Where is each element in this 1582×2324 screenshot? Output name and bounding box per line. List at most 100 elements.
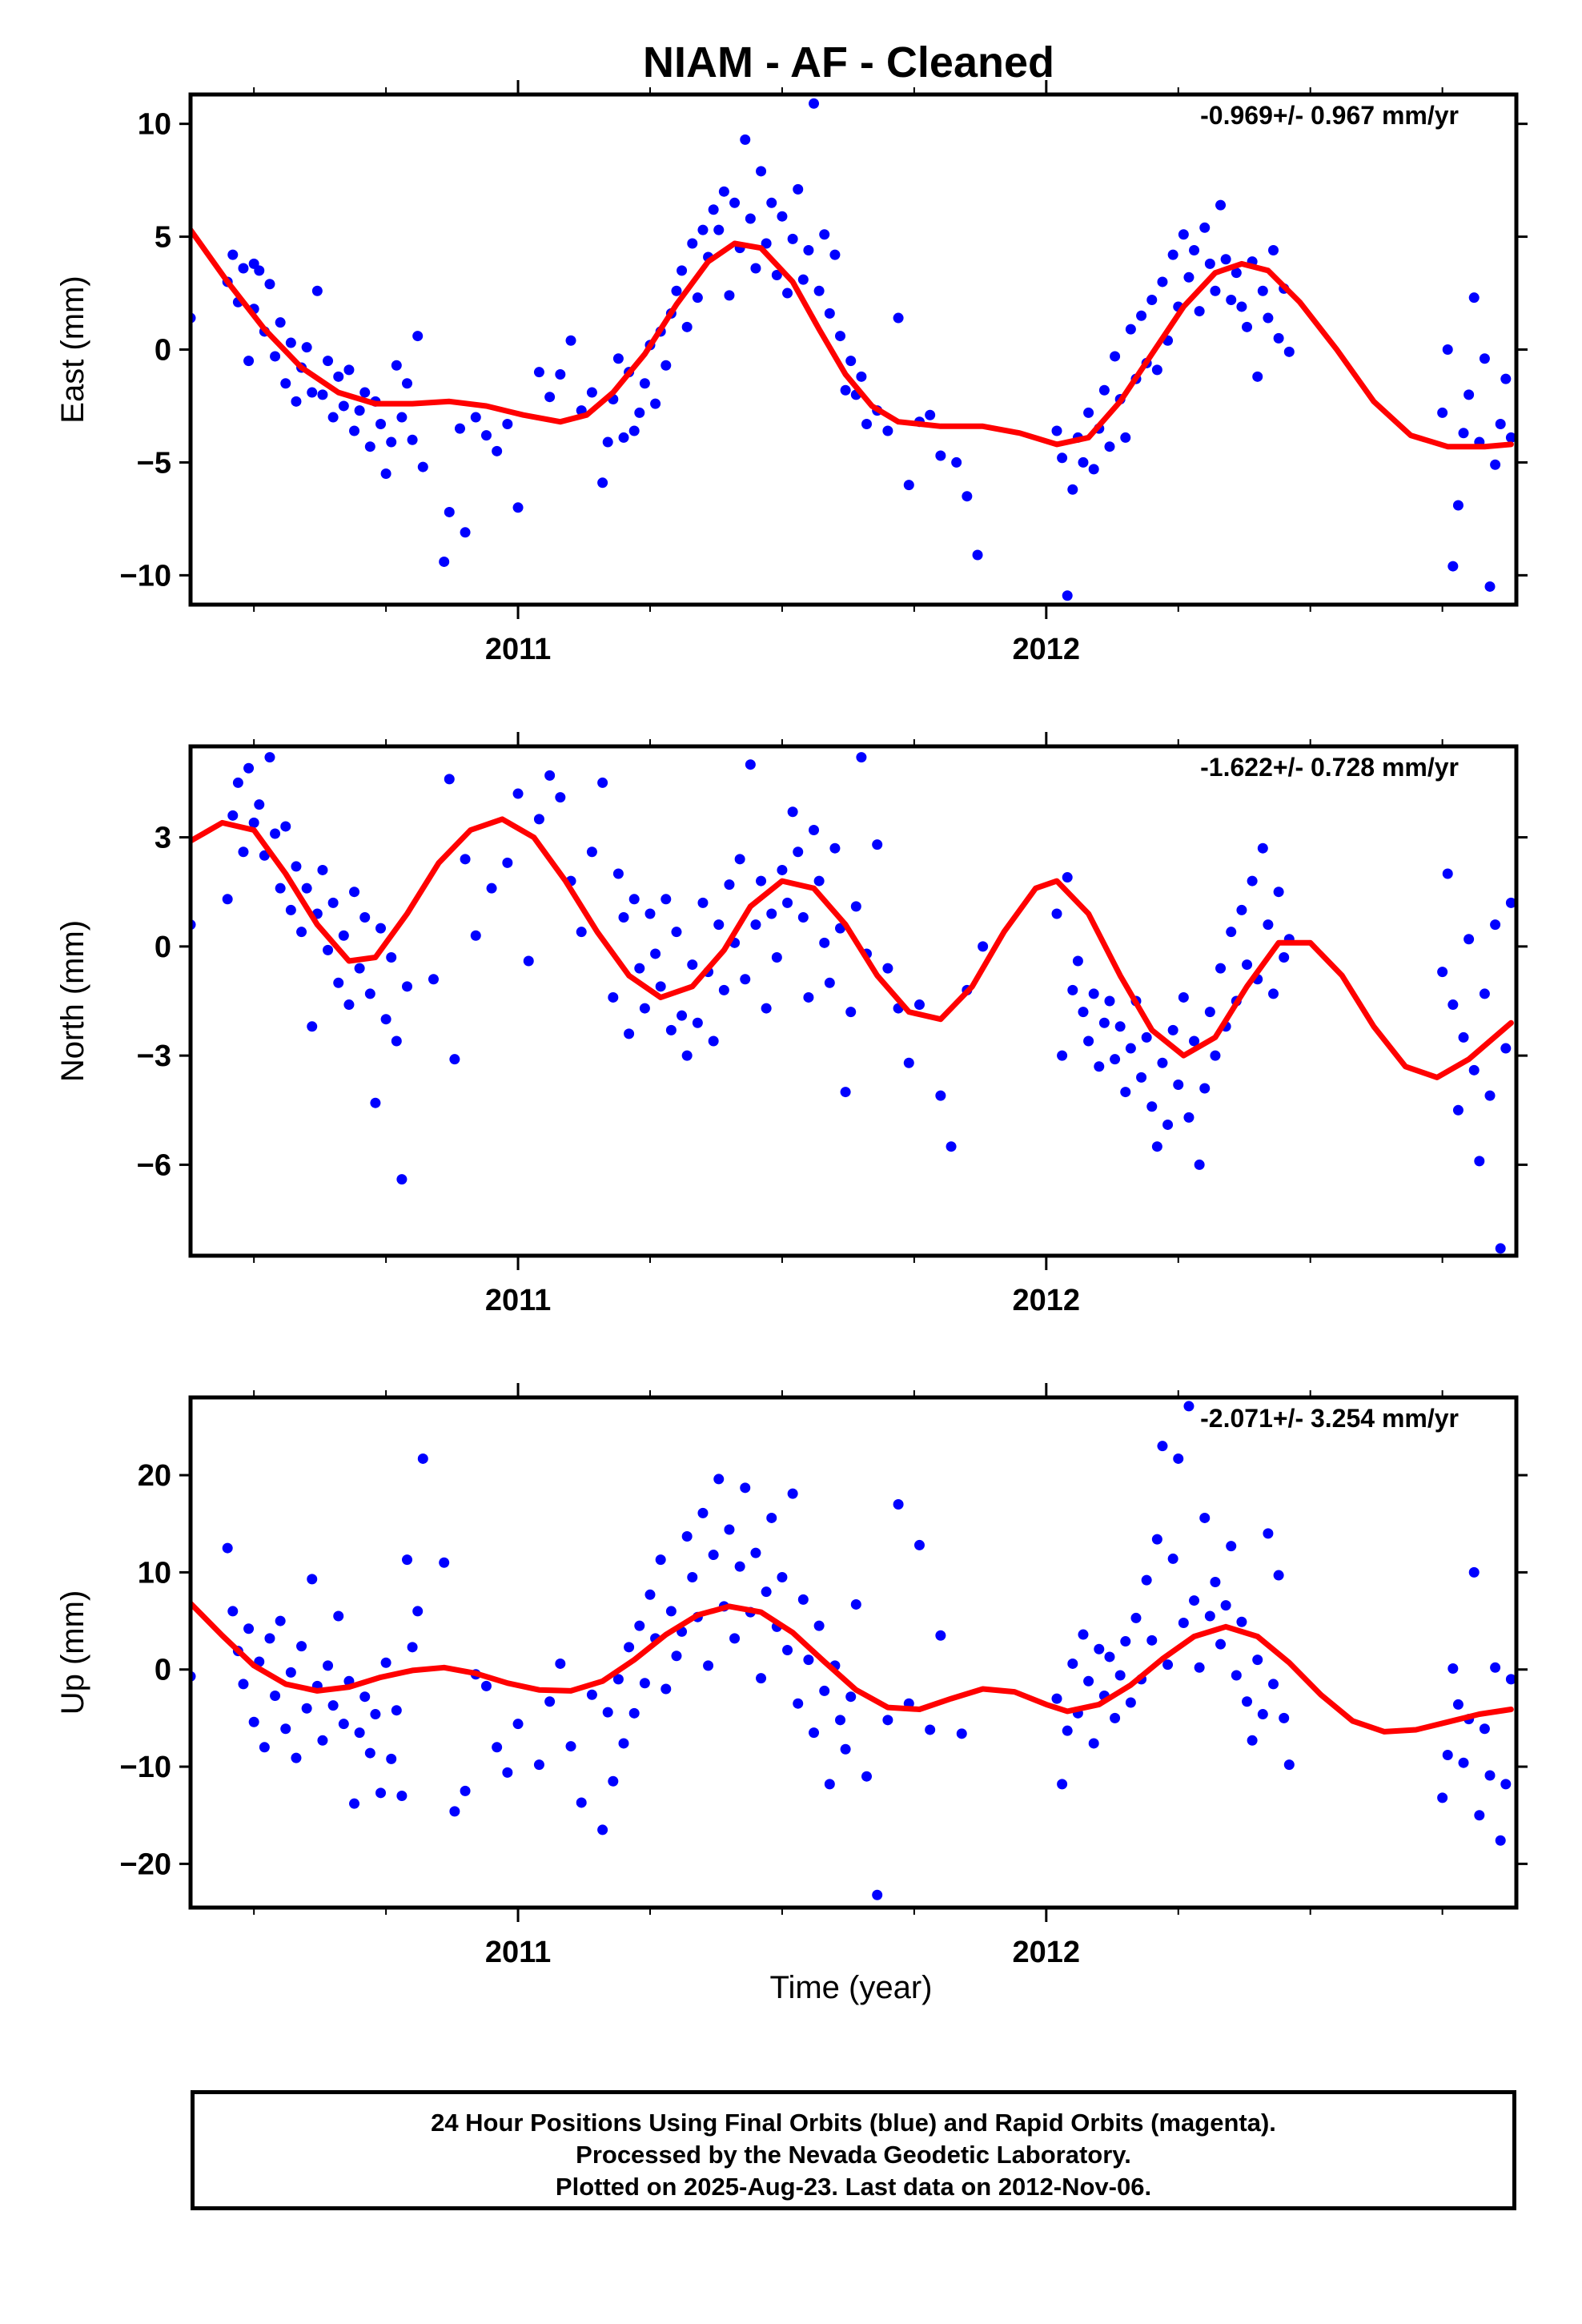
up-data-point	[238, 1679, 249, 1690]
north-data-point	[301, 883, 312, 894]
up-data-point	[248, 1716, 259, 1727]
up-data-point	[565, 1741, 576, 1752]
up-data-point	[512, 1719, 524, 1730]
east-data-point	[903, 480, 914, 491]
east-data-point	[1051, 425, 1062, 436]
east-data-point	[856, 371, 867, 382]
north-data-point	[903, 1057, 914, 1068]
east-data-point	[364, 441, 375, 452]
north-data-point	[343, 999, 355, 1011]
east-data-point	[291, 396, 302, 407]
north-data-point	[1094, 1061, 1105, 1072]
east-data-point	[1194, 306, 1205, 317]
north-data-point	[793, 846, 804, 858]
up-data-point	[412, 1606, 424, 1617]
north-data-point	[1452, 1104, 1464, 1116]
up-data-point	[333, 1610, 344, 1622]
up-data-point	[665, 1606, 677, 1617]
east-data-point	[327, 412, 339, 423]
east-data-point	[1136, 310, 1147, 321]
up-data-point	[861, 1771, 872, 1782]
north-data-point	[1464, 934, 1475, 945]
north-data-point	[1447, 999, 1459, 1011]
up-data-point	[1199, 1512, 1211, 1523]
north-data-point	[275, 883, 286, 894]
north-data-point	[1479, 988, 1490, 999]
north-data-point	[1051, 908, 1062, 919]
north-data-point	[1268, 988, 1279, 999]
north-data-point	[296, 927, 307, 938]
east-data-point	[1088, 464, 1099, 475]
east-data-point	[697, 224, 709, 235]
up-data-point	[850, 1598, 861, 1610]
north-data-point	[1500, 1043, 1512, 1054]
north-data-point	[697, 897, 709, 908]
up-data-point	[956, 1728, 967, 1739]
east-data-point	[761, 238, 772, 249]
up-data-point	[734, 1561, 745, 1572]
north-data-point	[756, 875, 767, 887]
north-data-point	[1141, 1031, 1152, 1043]
north-data-point	[375, 923, 387, 934]
east-data-point	[677, 265, 688, 276]
north-data-point	[708, 1035, 719, 1047]
north-data-point	[882, 963, 893, 974]
up-data-point	[1173, 1453, 1184, 1464]
east-data-point	[925, 409, 936, 420]
up-data-point	[586, 1689, 597, 1700]
up-panel: −20 −10 0 10 20 2011 2012 Up (mm) -2.071+/- 3.25…	[55, 1383, 1528, 1969]
up-data-point	[703, 1660, 714, 1671]
north-data-point	[586, 846, 597, 858]
north-data-point	[628, 894, 640, 905]
east-y-tick-label: 5	[155, 221, 171, 255]
footer-box: 24 Hour Positions Using Final Orbits (bl…	[191, 2090, 1516, 2210]
east-data-point	[1252, 371, 1263, 382]
footer-line-3: Plotted on 2025-Aug-23. Last data on 201…	[555, 2173, 1152, 2201]
up-x-tick-label: 2012	[1013, 1936, 1081, 1969]
east-data-point	[412, 331, 424, 342]
north-data-point	[444, 774, 455, 785]
up-data-point	[417, 1453, 428, 1464]
east-data-point	[1120, 432, 1131, 443]
up-data-point	[1130, 1612, 1142, 1623]
up-data-point	[375, 1787, 387, 1799]
up-data-point	[1067, 1658, 1078, 1669]
north-data-point	[523, 955, 534, 967]
north-data-point	[1215, 963, 1227, 974]
north-data-point	[222, 894, 233, 905]
up-data-point	[740, 1482, 751, 1494]
east-data-point	[1057, 452, 1068, 464]
up-data-point	[307, 1574, 318, 1585]
north-panel: −6 −3 0 3 2011 2012 North (mm) -1.622+/- 0.728 …	[55, 732, 1528, 1317]
north-data-point	[1495, 1243, 1506, 1254]
north-data-point	[428, 974, 439, 985]
east-data-point	[692, 292, 703, 304]
north-data-point	[327, 897, 339, 908]
up-data-point	[1231, 1670, 1242, 1681]
up-data-point	[1263, 1528, 1274, 1539]
up-data-point	[628, 1707, 640, 1719]
east-data-point	[618, 432, 629, 443]
north-data-point	[1120, 1087, 1131, 1098]
north-data-point	[597, 777, 608, 788]
north-data-point	[677, 1010, 688, 1021]
up-data-point	[259, 1742, 270, 1753]
north-data-point	[1458, 1031, 1469, 1043]
east-y-tick-label: −10	[120, 559, 171, 593]
east-data-point	[756, 166, 767, 177]
east-data-point	[1215, 199, 1227, 211]
east-data-point	[1210, 285, 1221, 296]
east-plot-frame	[188, 92, 1519, 607]
up-data-point	[275, 1615, 286, 1626]
up-data-point	[1120, 1636, 1131, 1647]
north-data-point	[1114, 1021, 1126, 1032]
north-data-point	[618, 912, 629, 923]
north-plot-frame	[188, 744, 1519, 1258]
east-data-point	[819, 229, 830, 240]
east-data-point	[750, 263, 761, 274]
up-data-point	[338, 1719, 349, 1730]
up-y-tick-label: 20	[138, 1459, 171, 1493]
north-data-point	[766, 908, 777, 919]
north-data-point	[391, 1035, 402, 1047]
east-y-axis-label: East (mm)	[55, 275, 90, 423]
